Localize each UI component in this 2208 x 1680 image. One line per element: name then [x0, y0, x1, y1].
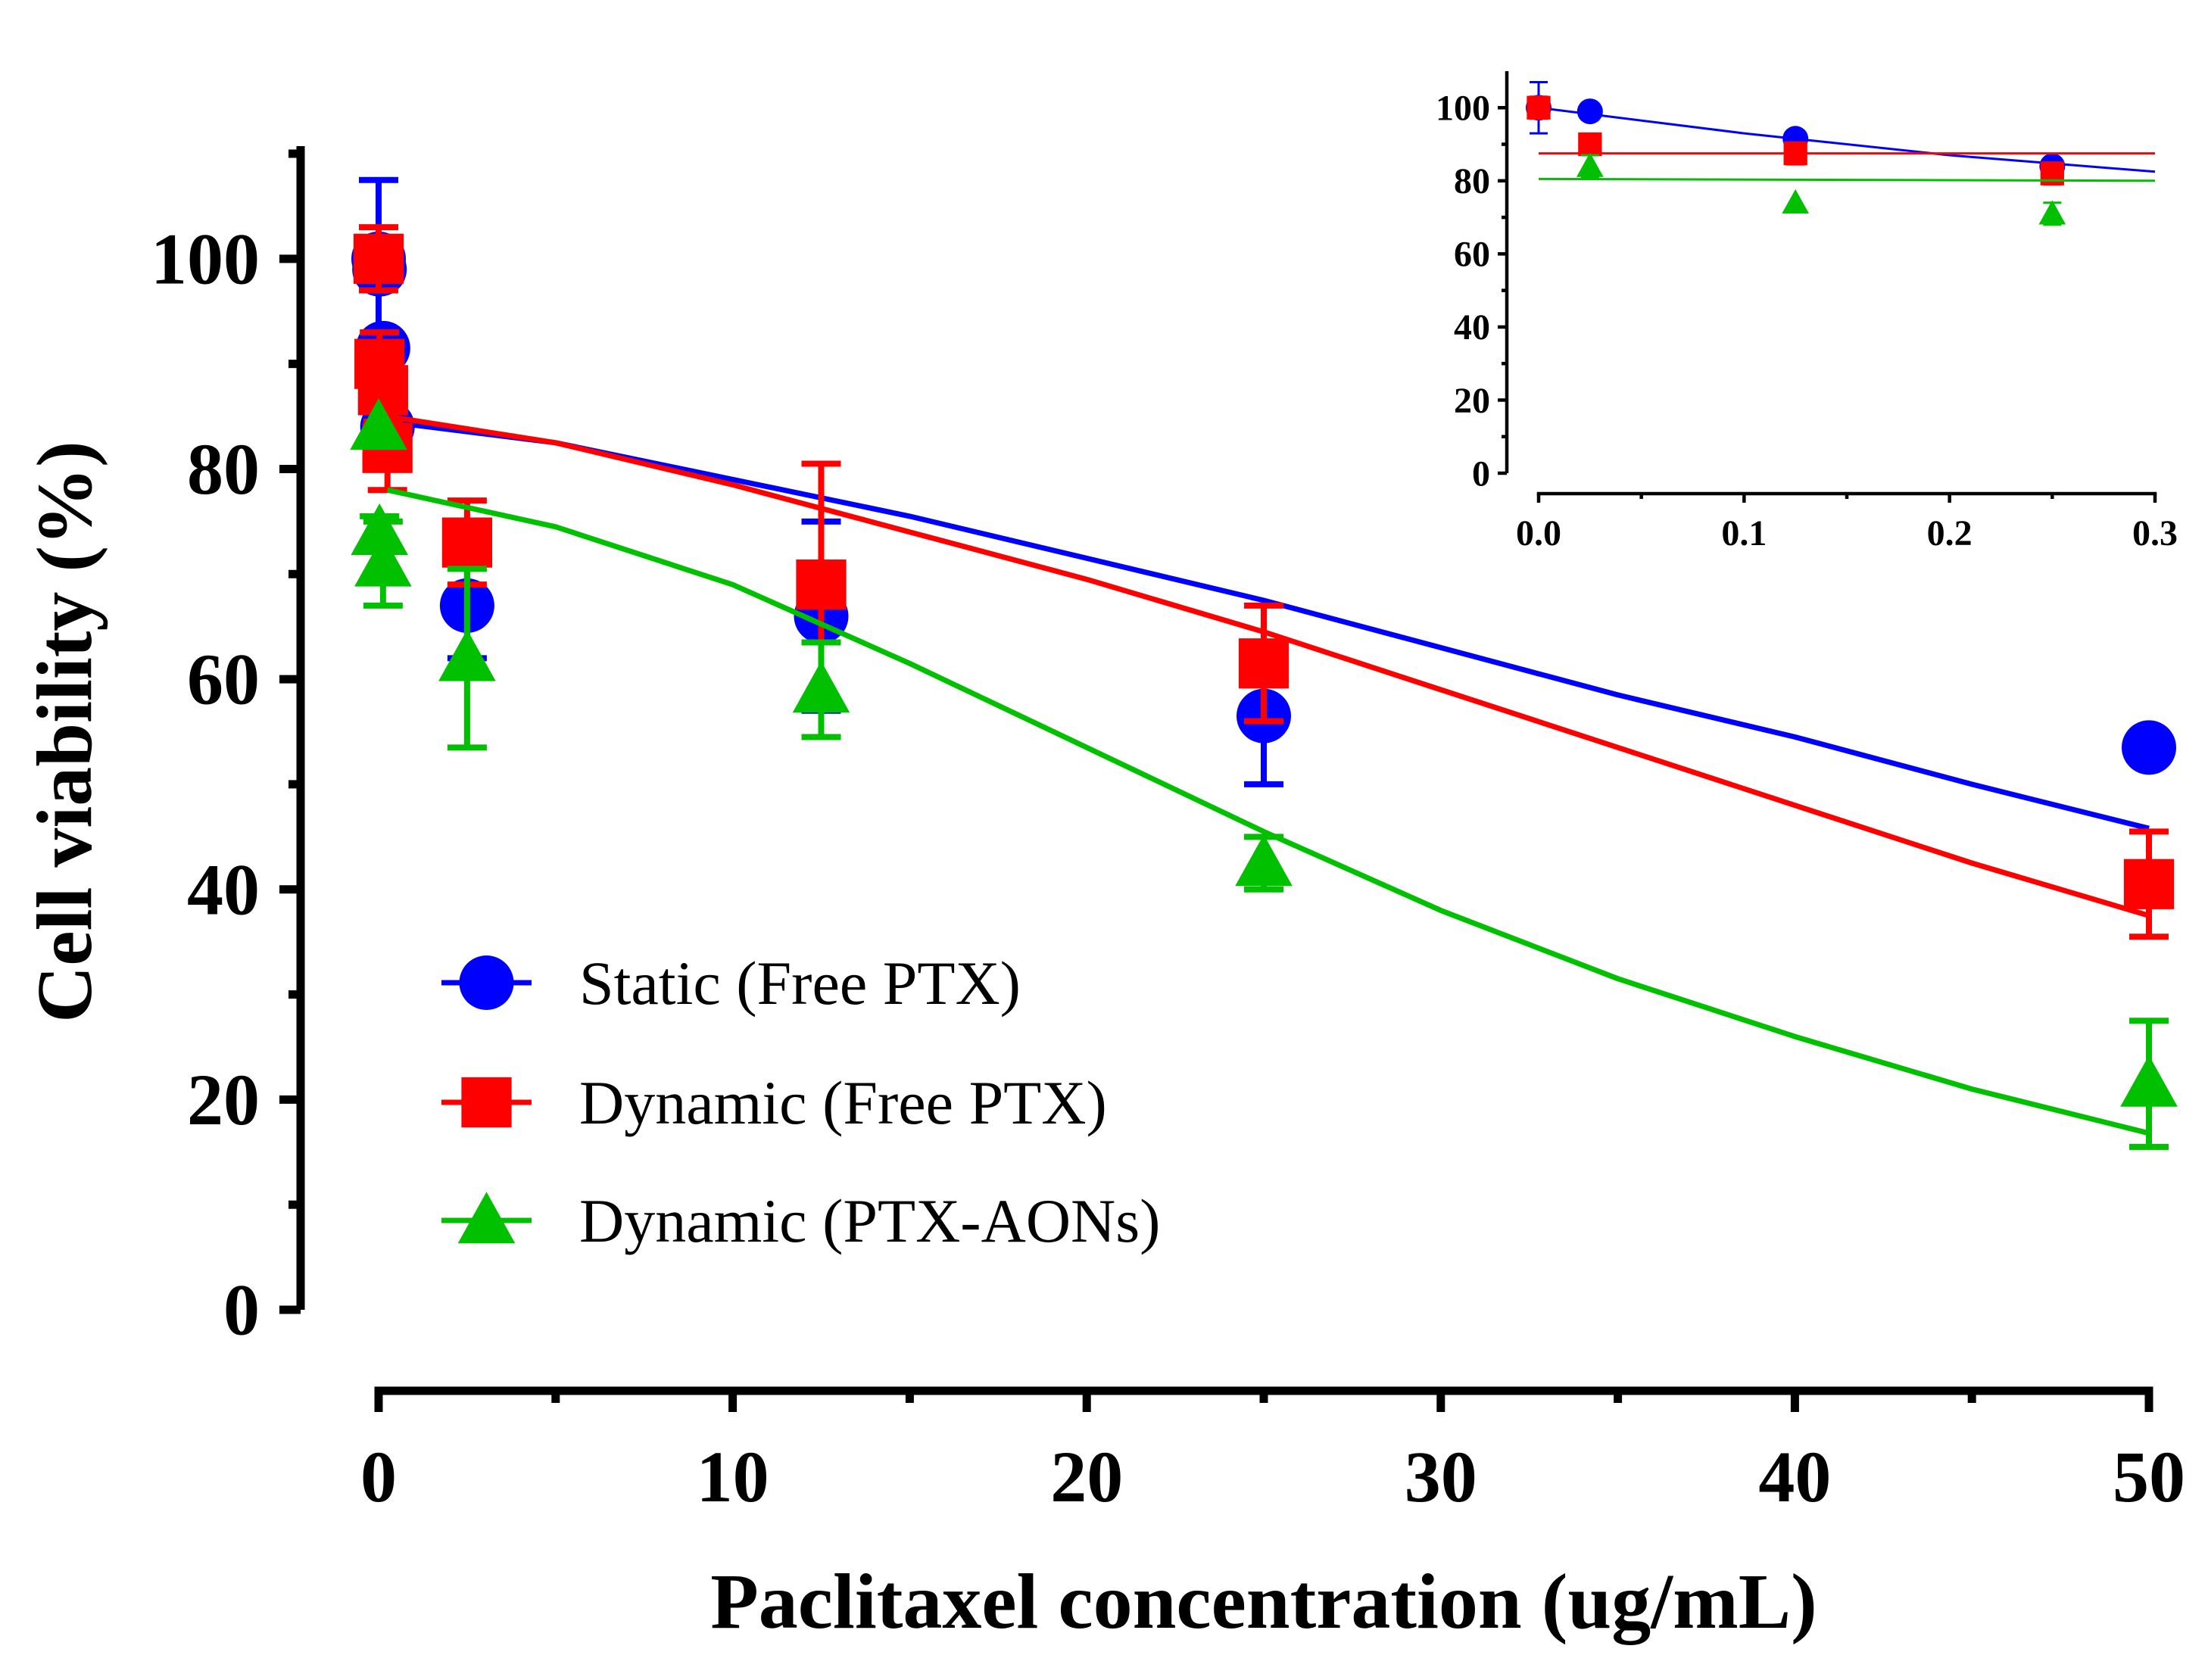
main-data-point [2122, 720, 2176, 775]
legend-label: Dynamic (PTX-AONs) [579, 1186, 1160, 1255]
inset-data-point [1578, 132, 1602, 157]
legend-label: Dynamic (Free PTX) [579, 1068, 1107, 1137]
inset-y-tick-label: 40 [1454, 307, 1490, 348]
inset-x-tick-label: 0.1 [1721, 513, 1767, 553]
main-x-tick-label: 10 [697, 1436, 769, 1517]
main-x-tick-label: 0 [360, 1436, 397, 1517]
main-x-tick-label: 30 [1405, 1436, 1477, 1517]
main-y-tick-label: 60 [187, 639, 260, 720]
inset-fit-line-dynamic-ptx-aons [1538, 177, 2156, 182]
main-data-point [354, 535, 412, 587]
inset-data-point [2040, 161, 2064, 185]
main-data-point [438, 629, 496, 681]
main-y-tick-label: 80 [187, 429, 260, 510]
main-data-point [351, 503, 408, 555]
inset-x-tick-label: 0.2 [1927, 513, 1973, 553]
main-data-point [353, 233, 404, 284]
main-y-tick-label: 20 [187, 1059, 260, 1140]
legend-marker-square [461, 1077, 512, 1128]
main-y-tick-label: 40 [187, 849, 260, 930]
main-data-point [441, 517, 493, 568]
main-plot: 0 20 40 60 80 100 0 10 20 30 40 50 Paclitaxel concen… [21, 146, 2185, 1645]
main-data-point [2123, 859, 2175, 909]
main-x-tick-label: 20 [1050, 1436, 1123, 1517]
inset-y-tick-label: 0 [1472, 454, 1490, 494]
legend: Static (Free PTX) Dynamic (Free PTX) Dynam… [441, 949, 1160, 1255]
main-data-point [792, 661, 850, 713]
inset-y-tick-label: 100 [1436, 89, 1490, 129]
main-x-tick-label: 40 [1758, 1436, 1831, 1517]
main-y-axis-title: Cell viability (%) [21, 441, 108, 1022]
inset-series-dynamic-free-ptx [1527, 95, 2155, 186]
inset-y-tick-label: 80 [1454, 161, 1490, 201]
main-data-point [1235, 834, 1293, 887]
inset-data-point [1783, 141, 1807, 166]
main-x-tick-label: 50 [2113, 1436, 2185, 1517]
main-fit-line-dynamic-ptx-aons [386, 487, 2150, 1136]
legend-marker-triangle [457, 1192, 516, 1244]
inset-y-tick-label: 20 [1454, 381, 1490, 421]
inset-x-tick-label: 0.3 [2132, 513, 2178, 553]
inset-y-tick-label: 60 [1454, 235, 1490, 275]
main-y-tick-label: 0 [223, 1270, 260, 1351]
inset-plot: 0 20 40 60 80 100 0.0 0.1 0.2 0.3 [1436, 71, 2178, 553]
inset-x-tick-label: 0.0 [1516, 513, 1561, 553]
legend-item-static-free-ptx: Static (Free PTX) [441, 949, 1021, 1018]
legend-item-dynamic-free-ptx: Dynamic (Free PTX) [441, 1068, 1107, 1137]
inset-series-dynamic-ptx-aons [1538, 152, 2156, 226]
inset-data-point [1527, 95, 1551, 120]
main-y-tick-label: 100 [151, 218, 260, 299]
main-series-static-free-ptx [351, 176, 2176, 831]
legend-item-dynamic-ptx-aons: Dynamic (PTX-AONs) [441, 1186, 1160, 1255]
main-data-point [796, 559, 847, 610]
legend-label: Static (Free PTX) [579, 949, 1021, 1018]
main-data-point [350, 398, 407, 450]
main-series-dynamic-ptx-aons [350, 398, 2178, 1150]
inset-data-point [2038, 200, 2066, 225]
main-data-point [1238, 638, 1290, 689]
inset-data-point [1782, 189, 1810, 214]
legend-marker-circle [459, 955, 514, 1010]
main-data-point [2120, 1055, 2178, 1107]
inset-data-point [1576, 98, 1603, 125]
main-x-axis-title: Paclitaxel concentration (ug/mL) [710, 1558, 1817, 1645]
main-fit-line-static-free-ptx [387, 419, 2150, 831]
inset-data-point [1576, 152, 1604, 177]
